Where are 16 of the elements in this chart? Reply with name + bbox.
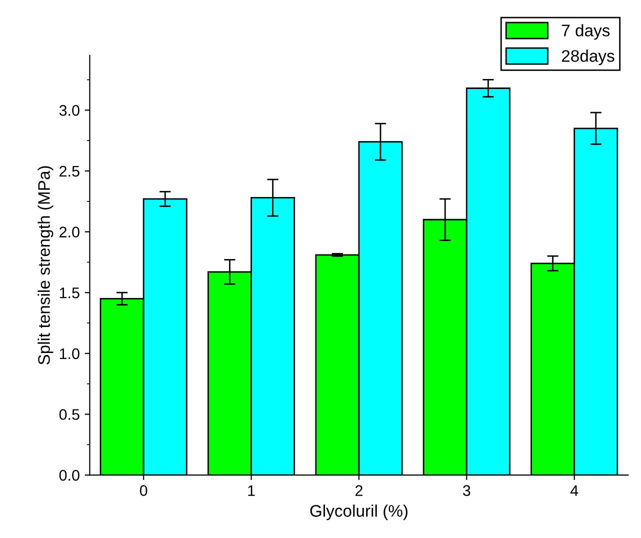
y-tick-label: 1.5 xyxy=(60,288,80,298)
x-tick-label: 2 xyxy=(355,485,362,496)
y-tick-label: 0.5 xyxy=(59,409,80,420)
x-tick-label: 3 xyxy=(462,485,470,496)
legend-label: 28days xyxy=(562,50,614,66)
x-tick-label: 1 xyxy=(248,485,255,496)
y-axis-title: Split tensile strength (MPa) xyxy=(38,166,54,365)
y-tick-label: 2.0 xyxy=(60,226,80,238)
y-tick-label: 2.5 xyxy=(60,166,80,177)
x-tick-label: 4 xyxy=(570,485,578,496)
legend-label: 7 days xyxy=(562,24,610,40)
x-tick-label: 0 xyxy=(140,485,148,496)
y-tick-label: 0.0 xyxy=(59,470,80,481)
y-tick-label: 3.0 xyxy=(59,105,80,116)
x-axis-title: Glycoluril (%) xyxy=(310,504,408,520)
y-tick-label: 1.0 xyxy=(60,348,80,360)
